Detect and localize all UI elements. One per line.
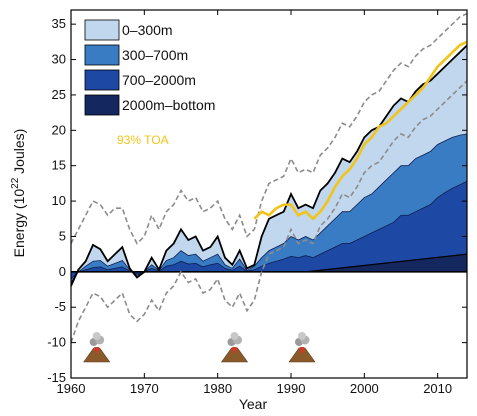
y-tick-label: 0 xyxy=(59,264,66,279)
x-tick-label: 1970 xyxy=(130,381,159,396)
y-tick-label: 5 xyxy=(59,228,66,243)
y-axis-label-exponent: 22 xyxy=(10,177,21,189)
x-tick-label: 2010 xyxy=(423,381,452,396)
legend-label-700-2000m: 700–2000m xyxy=(122,72,196,88)
volcano-eruption-icon xyxy=(83,332,111,363)
boundary-700-2000m xyxy=(71,180,467,280)
toa-label: 93% TOA xyxy=(117,133,169,147)
volcano-lava-flow xyxy=(93,348,100,354)
y-tick-label: 35 xyxy=(52,16,66,31)
x-axis-label: Year xyxy=(239,396,268,412)
volcano-eruption-icon xyxy=(220,332,249,363)
volcano-ash-puff xyxy=(298,332,306,340)
volcano-ash-puff xyxy=(92,332,101,340)
y-tick-label: -5 xyxy=(54,299,66,314)
x-tick-label: 1980 xyxy=(203,381,232,396)
plot-frame xyxy=(70,9,468,379)
axes: 1960 1970 1980 1990 2000 2010 -15 -10 -5 0 5 10 15 20… xyxy=(47,9,468,396)
x-tick-label: 1990 xyxy=(277,381,306,396)
y-axis-label-prefix: Energy (10 xyxy=(11,189,27,258)
legend-swatch-0-300m xyxy=(84,19,120,41)
y-tick-label: 30 xyxy=(52,52,66,67)
legend-swatch-700-2000m xyxy=(84,69,120,91)
y-tick-label: 20 xyxy=(52,122,66,137)
volcano-lava-flow xyxy=(299,348,305,354)
toa-line xyxy=(253,40,467,221)
legend-label-300-700m: 300–700m xyxy=(122,47,188,63)
uncertainty-lower-line xyxy=(71,80,467,343)
volcano-lava-flow xyxy=(231,348,238,354)
plot-clip-group xyxy=(71,12,467,363)
y-axis-label: Energy (1022 Joules) xyxy=(10,129,27,258)
area-700-2000m xyxy=(71,181,467,279)
legend-label-2000m-bottom: 2000m–bottom xyxy=(122,97,215,113)
x-tick-label: 2000 xyxy=(350,381,379,396)
legend-swatch-2000m-bottom xyxy=(84,94,120,116)
legend: 0–300m 300–700m 700–2000m 2000m–bottom xyxy=(84,19,215,116)
legend-swatch-300-700m xyxy=(84,44,120,66)
y-tick-label: 15 xyxy=(52,158,66,173)
x-tick-label: 1960 xyxy=(57,381,86,396)
area-2000m-bottom xyxy=(71,254,467,272)
y-tick-label: -10 xyxy=(47,335,66,350)
uncertainty-upper-line xyxy=(71,12,467,245)
y-axis-label-suffix: Joules) xyxy=(11,129,27,178)
volcano-ash-puff xyxy=(230,332,239,340)
y-tick-label: 10 xyxy=(52,193,66,208)
total-line xyxy=(71,44,467,287)
volcano-eruption-icon xyxy=(288,332,316,363)
y-tick-label: -15 xyxy=(47,370,66,385)
boundary-300-700m xyxy=(71,133,467,283)
legend-label-0-300m: 0–300m xyxy=(122,22,173,38)
plot-area xyxy=(71,12,467,363)
y-tick-label: 25 xyxy=(52,87,66,102)
